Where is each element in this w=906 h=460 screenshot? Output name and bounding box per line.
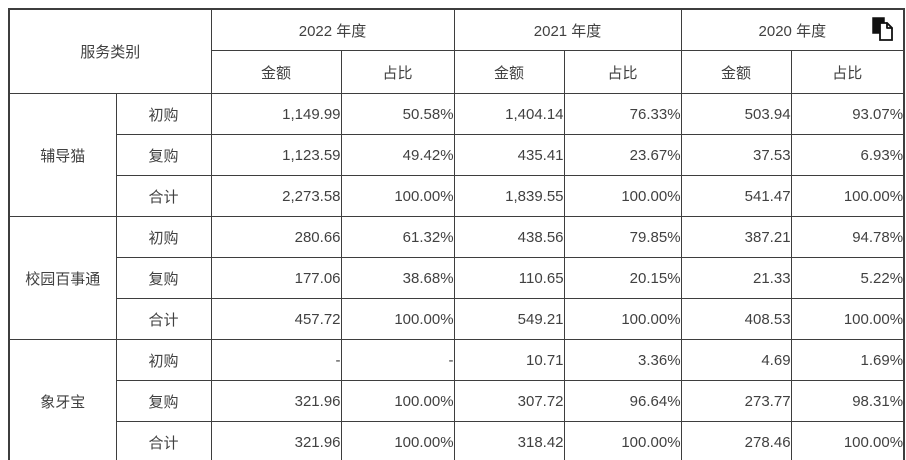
table-row: 复购 321.96 100.00% 307.72 96.64% 273.77 9…	[9, 380, 905, 422]
ratio-2021: 20.15%	[563, 257, 682, 299]
year-header-2020: 2020 年度	[680, 8, 905, 51]
row-label: 合计	[115, 421, 212, 460]
amount-2020: 408.53	[680, 298, 792, 340]
amount-2020: 37.53	[680, 134, 792, 176]
amount-header-2022: 金额	[210, 50, 342, 94]
ratio-header-2022: 占比	[340, 50, 455, 94]
ratio-2021: 23.67%	[563, 134, 682, 176]
row-label: 初购	[115, 93, 212, 135]
table-row: 合计 457.72 100.00% 549.21 100.00% 408.53 …	[9, 298, 905, 340]
amount-2020: 4.69	[680, 339, 792, 381]
amount-2022: 321.96	[210, 380, 342, 422]
ratio-2021: 96.64%	[563, 380, 682, 422]
ratio-header-2020: 占比	[790, 50, 905, 94]
amount-2021: 549.21	[453, 298, 565, 340]
amount-2022: -	[210, 339, 342, 381]
service-category-header: 服务类别	[8, 8, 212, 94]
amount-2021: 1,839.55	[453, 175, 565, 217]
amount-header-2021: 金额	[453, 50, 565, 94]
row-label: 初购	[115, 339, 212, 381]
group-name-xiangyabao: 象牙宝	[8, 339, 117, 460]
ratio-2022: 38.68%	[340, 257, 455, 299]
ratio-2020: 100.00%	[790, 421, 905, 460]
table-row: 合计 321.96 100.00% 318.42 100.00% 278.46 …	[9, 421, 905, 460]
ratio-2021: 100.00%	[563, 175, 682, 217]
year-2022-label: 2022 年度	[298, 22, 367, 40]
amount-2022: 280.66	[210, 216, 342, 258]
amount-2021: 318.42	[453, 421, 565, 460]
ratio-2022: 100.00%	[340, 421, 455, 460]
amount-2022: 1,149.99	[210, 93, 342, 135]
year-header-2021: 2021 年度	[453, 8, 682, 51]
row-label: 初购	[115, 216, 212, 258]
header-row-years: 服务类别 2022 年度 2021 年度 2020 年度	[8, 8, 905, 94]
service-revenue-table: 服务类别 2022 年度 2021 年度 2020 年度 金额	[8, 8, 906, 460]
amount-2020: 503.94	[680, 93, 792, 135]
amount-2020: 387.21	[680, 216, 792, 258]
year-header-2022: 2022 年度	[210, 8, 455, 51]
amount-2022: 177.06	[210, 257, 342, 299]
ratio-2020: 98.31%	[790, 380, 905, 422]
ratio-2021: 100.00%	[563, 421, 682, 460]
ratio-2022: -	[340, 339, 455, 381]
group-name-xiaoyuanbaishitong: 校园百事通	[8, 216, 117, 340]
amount-header-2020: 金额	[680, 50, 792, 94]
year-2021-label: 2021 年度	[533, 22, 602, 40]
row-label: 复购	[115, 134, 212, 176]
amount-2022: 2,273.58	[210, 175, 342, 217]
header-row-subcolumns: 金额 占比 金额 占比 金额 占比	[9, 50, 905, 94]
amount-2021: 435.41	[453, 134, 565, 176]
ratio-2022: 50.58%	[340, 93, 455, 135]
row-label: 复购	[115, 257, 212, 299]
year-2020-label: 2020 年度	[758, 22, 827, 40]
table-row: 象牙宝 初购 - - 10.71 3.36% 4.69 1.69%	[8, 339, 905, 460]
ratio-2021: 3.36%	[563, 339, 682, 381]
ratio-2022: 100.00%	[340, 298, 455, 340]
amount-2021: 10.71	[453, 339, 565, 381]
table-row-highlighted: 复购 177.06 38.68% 110.65 20.15% 21.33 5.2…	[9, 257, 905, 299]
amount-2020: 278.46	[680, 421, 792, 460]
amount-2021: 438.56	[453, 216, 565, 258]
amount-2021: 307.72	[453, 380, 565, 422]
ratio-2020: 94.78%	[790, 216, 905, 258]
amount-2022: 321.96	[210, 421, 342, 460]
table-row: 辅导猫 初购 1,149.99 50.58% 1,404.14 76.33% 5…	[8, 93, 905, 217]
row-label: 合计	[115, 175, 212, 217]
ratio-2020: 5.22%	[790, 257, 905, 299]
ratio-2021: 79.85%	[563, 216, 682, 258]
table-body: 辅导猫 初购 1,149.99 50.58% 1,404.14 76.33% 5…	[8, 93, 905, 460]
amount-2020: 21.33	[680, 257, 792, 299]
amount-2022: 457.72	[210, 298, 342, 340]
amount-2021: 1,404.14	[453, 93, 565, 135]
ratio-2020: 6.93%	[790, 134, 905, 176]
ratio-2020: 100.00%	[790, 298, 905, 340]
table-row: 合计 2,273.58 100.00% 1,839.55 100.00% 541…	[9, 175, 905, 217]
ratio-header-2021: 占比	[563, 50, 682, 94]
amount-2020: 273.77	[680, 380, 792, 422]
group-name-fudaomao: 辅导猫	[8, 93, 117, 217]
amount-2022: 1,123.59	[210, 134, 342, 176]
ratio-2020: 100.00%	[790, 175, 905, 217]
table-row: 校园百事通 初购 280.66 61.32% 438.56 79.85% 387…	[8, 216, 905, 340]
amount-2021: 110.65	[453, 257, 565, 299]
ratio-2022: 61.32%	[340, 216, 455, 258]
amount-2020: 541.47	[680, 175, 792, 217]
table-row: 复购 1,123.59 49.42% 435.41 23.67% 37.53 6…	[9, 134, 905, 176]
ratio-2022: 100.00%	[340, 175, 455, 217]
ratio-2020: 93.07%	[790, 93, 905, 135]
row-label: 合计	[115, 298, 212, 340]
ratio-2020: 1.69%	[790, 339, 905, 381]
ratio-2022: 100.00%	[340, 380, 455, 422]
ratio-2021: 100.00%	[563, 298, 682, 340]
ratio-2021: 76.33%	[563, 93, 682, 135]
ratio-2022: 49.42%	[340, 134, 455, 176]
copy-icon[interactable]	[872, 17, 893, 41]
row-label: 复购	[115, 380, 212, 422]
